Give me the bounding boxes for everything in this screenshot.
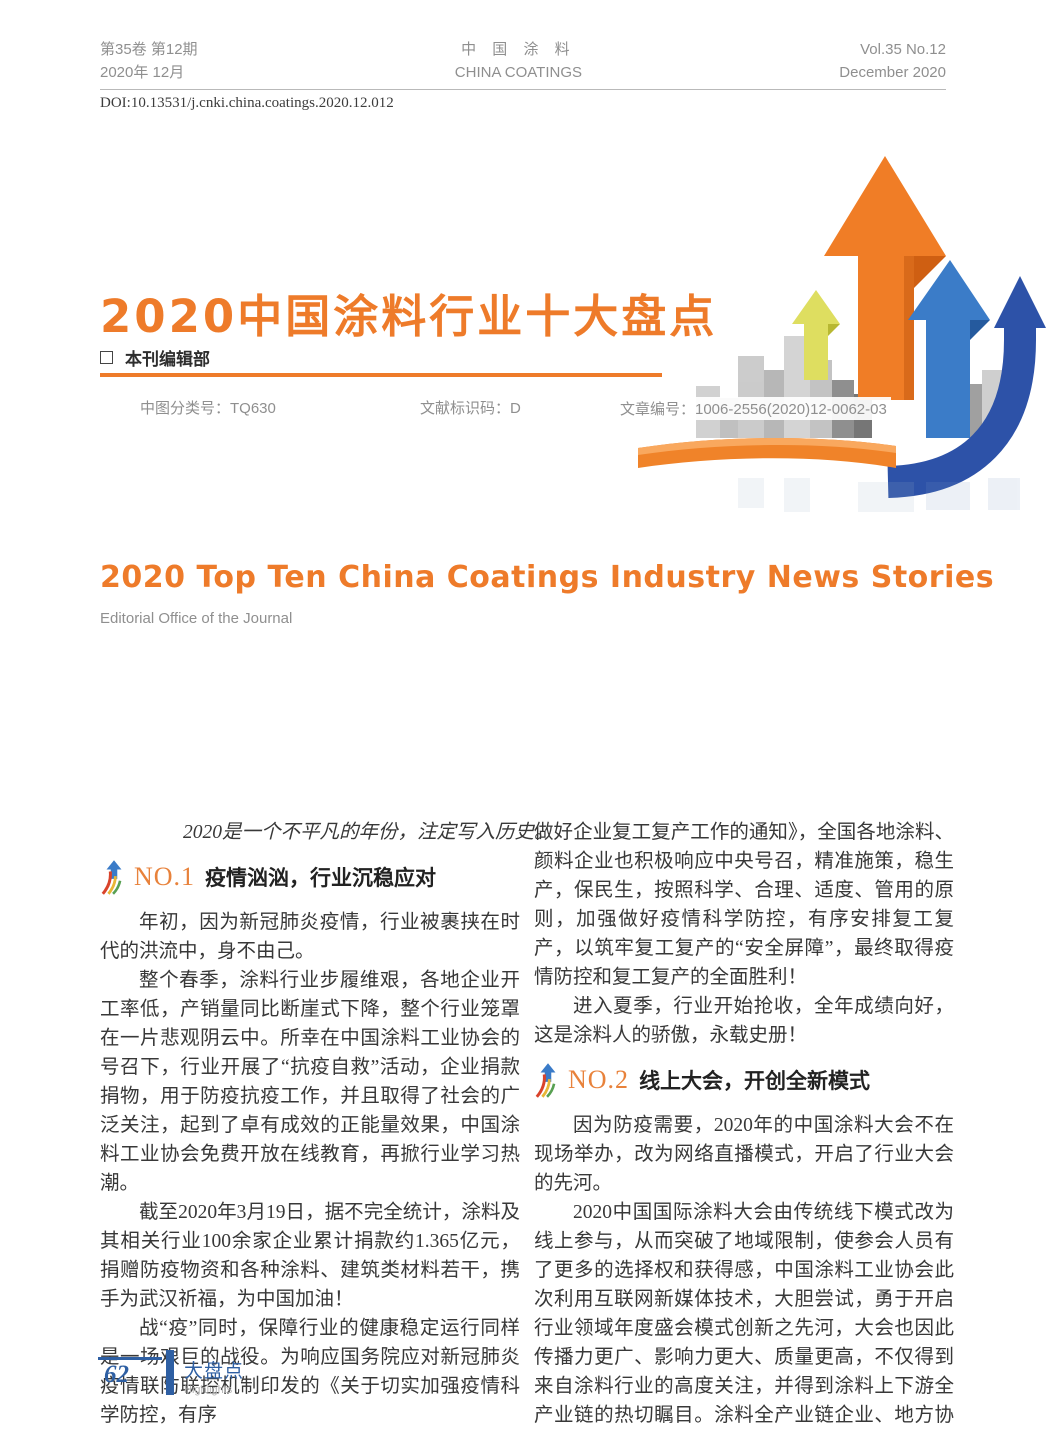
article-author-cn: 本刊编辑部 bbox=[125, 350, 210, 369]
yellow-arrow bbox=[792, 290, 840, 380]
orange-swoosh-highlight bbox=[638, 438, 896, 455]
section-title: 线上大会，开创全新模式 bbox=[639, 1070, 871, 1093]
title-divider bbox=[100, 373, 662, 377]
page-number: 62 bbox=[104, 1361, 129, 1388]
section-number: NO.1 bbox=[134, 862, 196, 891]
intro-line: 2020是一个不平凡的年份，注定写入历史。 bbox=[183, 822, 554, 843]
clc-number: 中图分类号：TQ630 bbox=[140, 400, 276, 417]
arrows-bullet-icon bbox=[101, 860, 122, 895]
paragraph: 进入夏季，行业开始抢收，全年成绩向好，这是涂料人的骄傲，永载史册！ bbox=[534, 996, 954, 1046]
paragraph: 整个春季，涂料行业步履维艰，各地企业开工率低，产销量同比断崖式下降，整个行业笼罩… bbox=[100, 970, 520, 1194]
journal-name-en: CHINA COATINGS bbox=[454, 64, 583, 81]
body-columns: 2020是一个不平凡的年份，注定写入历史。 NO.1 疫情汹汹，行业沉稳应对 年… bbox=[100, 818, 954, 1431]
footer-section-labels: 大盘点 Highlights bbox=[184, 1356, 244, 1396]
paragraph: 年初，因为新冠肺炎疫情，行业被裹挟在时代的洪流中，身不由己。 bbox=[100, 912, 520, 962]
article-meta-row: 中图分类号：TQ630 文献标识码：D 文章编号：1006-2556(2020)… bbox=[100, 397, 954, 420]
masthead-right: Vol.35 No.12 December 2020 bbox=[839, 38, 946, 84]
orange-arrow bbox=[824, 156, 946, 400]
masthead-center: 中 国 涂 料 CHINA COATINGS bbox=[455, 38, 582, 84]
footer-accent-line bbox=[98, 1357, 162, 1360]
footer-section-en: Highlights bbox=[184, 1384, 233, 1396]
article-title-en: 2020 Top Ten China Coatings Industry New… bbox=[100, 560, 995, 595]
document-code: 文献标识码：D bbox=[420, 400, 521, 417]
article-author-en: Editorial Office of the Journal bbox=[100, 610, 293, 627]
author-row: 本刊编辑部 bbox=[100, 345, 210, 370]
paragraph: 2020中国国际涂料大会由传统线下模式改为线上参与，从而突破了地域限制，使参会人… bbox=[534, 1202, 954, 1426]
blue-arrow bbox=[908, 260, 990, 438]
journal-masthead: 第35卷 第12期 2020年 12月 中 国 涂 料 CHINA COATIN… bbox=[100, 38, 946, 84]
journal-name-cn: 中 国 涂 料 bbox=[461, 41, 576, 58]
date-en: December 2020 bbox=[839, 64, 946, 81]
footer-section-cn: 大盘点 bbox=[184, 1361, 245, 1382]
arrows-bullet-icon bbox=[535, 1063, 556, 1098]
right-column: 做好企业复工复产工作的通知》，全国各地涂料、颜料企业也积极响应中央号召，精准施策… bbox=[534, 818, 954, 1431]
section-title: 疫情汹汹，行业沉稳应对 bbox=[205, 867, 437, 890]
paragraph: 战“疫”同时，保障行业的健康稳定运行同样是一场艰巨的战役。为响应国务院应对新冠肺… bbox=[100, 1318, 520, 1426]
date-cn: 2020年 12月 bbox=[100, 64, 185, 81]
section-number: NO.2 bbox=[568, 1065, 630, 1094]
author-checkbox-icon bbox=[100, 351, 113, 364]
section-heading-2: NO.2 线上大会，开创全新模式 bbox=[534, 1058, 954, 1102]
masthead-left: 第35卷 第12期 2020年 12月 bbox=[100, 38, 198, 84]
paragraph: 截至2020年3月19日，据不完全统计，涂料及其相关行业100余家企业累计捐款约… bbox=[100, 1202, 520, 1310]
volume-issue-en: Vol.35 No.12 bbox=[860, 41, 946, 58]
footer-accent-bar bbox=[166, 1350, 174, 1395]
left-column: 2020是一个不平凡的年份，注定写入历史。 NO.1 疫情汹汹，行业沉稳应对 年… bbox=[100, 818, 554, 1431]
article-title-cn: 2020中国涂料行业十大盘点 bbox=[100, 290, 718, 343]
paragraph: 因为防疫需要，2020年的中国涂料大会不在现场举办，改为网络直播模式，开启了行业… bbox=[534, 1115, 954, 1194]
article-id: 文章编号：1006-2556(2020)12-0062-03 bbox=[616, 397, 891, 420]
doi-text: DOI:10.13531/j.cnki.china.coatings.2020.… bbox=[100, 95, 394, 111]
dark-blue-curved-arrow bbox=[887, 276, 1046, 498]
paragraph: 做好企业复工复产工作的通知》，全国各地涂料、颜料企业也积极响应中央号召，精准施策… bbox=[534, 822, 954, 988]
masthead-divider bbox=[100, 89, 946, 90]
volume-issue-cn: 第35卷 第12期 bbox=[100, 41, 198, 58]
section-heading-1: NO.1 疫情汹汹，行业沉稳应对 bbox=[100, 855, 520, 899]
reflection bbox=[738, 478, 1020, 512]
